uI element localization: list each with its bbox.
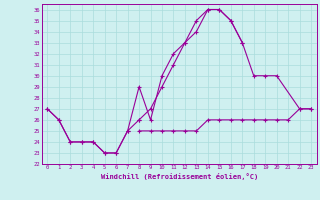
X-axis label: Windchill (Refroidissement éolien,°C): Windchill (Refroidissement éolien,°C)	[100, 173, 258, 180]
